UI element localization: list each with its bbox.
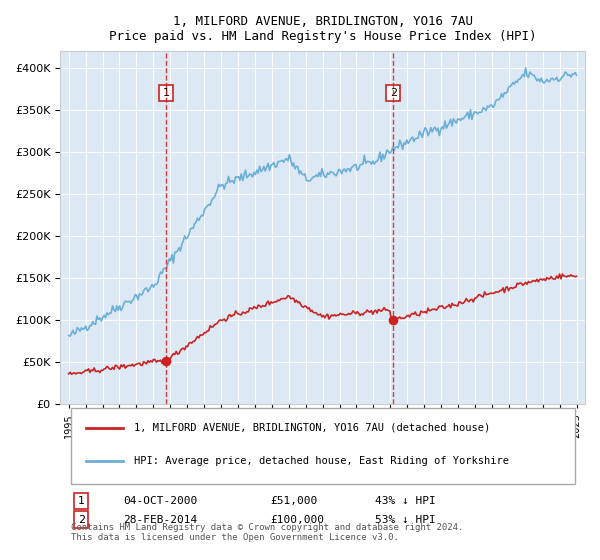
- Text: 53% ↓ HPI: 53% ↓ HPI: [375, 515, 436, 525]
- Text: £51,000: £51,000: [270, 496, 317, 506]
- Text: 28-FEB-2014: 28-FEB-2014: [123, 515, 197, 525]
- FancyBboxPatch shape: [71, 408, 575, 484]
- Text: 1: 1: [163, 88, 170, 98]
- Text: 1: 1: [78, 496, 85, 506]
- Title: 1, MILFORD AVENUE, BRIDLINGTON, YO16 7AU
Price paid vs. HM Land Registry's House: 1, MILFORD AVENUE, BRIDLINGTON, YO16 7AU…: [109, 15, 536, 43]
- Text: 04-OCT-2000: 04-OCT-2000: [123, 496, 197, 506]
- Text: 43% ↓ HPI: 43% ↓ HPI: [375, 496, 436, 506]
- Text: 1, MILFORD AVENUE, BRIDLINGTON, YO16 7AU (detached house): 1, MILFORD AVENUE, BRIDLINGTON, YO16 7AU…: [134, 423, 490, 432]
- Text: £100,000: £100,000: [270, 515, 324, 525]
- Text: HPI: Average price, detached house, East Riding of Yorkshire: HPI: Average price, detached house, East…: [134, 456, 509, 466]
- Text: 2: 2: [77, 515, 85, 525]
- Text: Contains HM Land Registry data © Crown copyright and database right 2024.
This d: Contains HM Land Registry data © Crown c…: [71, 523, 463, 542]
- Text: 2: 2: [389, 88, 397, 98]
